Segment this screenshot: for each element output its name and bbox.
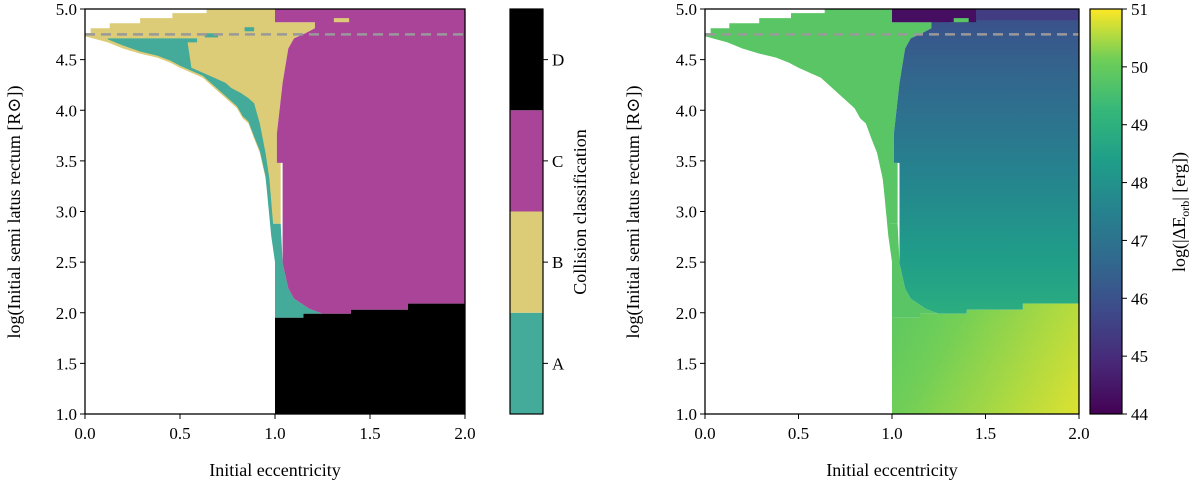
left-y-tick-label: 3.5 [56,152,77,171]
colorbar-tick-label: A [552,354,565,373]
left-x-axis-label: Initial eccentricity [209,460,340,480]
right-x-tick-label: 1.0 [881,424,902,443]
left-x-tick-label: 0.5 [169,424,190,443]
colorbar-tick-label: 47 [1131,231,1149,250]
right-y-tick-label: 2.5 [676,253,697,272]
left-y-tick-label: 4.5 [56,51,77,70]
energy-top-strip-high [976,9,1079,21]
colorbar-segment-A [510,312,543,414]
right-x-tick-label: 1.5 [975,424,996,443]
left-panel: 0.0 0.5 1.0 1.5 2.0 1.0 1.5 2.0 2.5 3.0 3.5 4.0 4.5 5… [56,0,565,443]
colorbar-tick-label: 46 [1131,289,1148,308]
colorbar-tick-label: 50 [1131,58,1148,77]
left-y-axis-label: log(Initial semi latus rectum [R⊙]) [4,85,25,338]
region-class-A [244,27,255,32]
left-y-tick-label: 3.0 [56,203,77,222]
left-y-tick-label: 2.0 [56,304,77,323]
region-class-B [333,18,350,23]
cbar-label-suffix: | [erg]) [1169,152,1190,201]
left-y-tick-label: 1.5 [56,354,77,373]
cbar-label-prefix: log(|ΔE [1169,217,1190,272]
colorbar-tick-label: 44 [1131,405,1149,424]
left-y-tick-label: 4.0 [56,101,77,120]
right-colorbar [1089,8,1123,415]
energy-region-class-D [892,303,1079,414]
right-panel: 0.0 0.5 1.0 1.5 2.0 1.0 1.5 2.0 2.5 3.0 3.5 4.0 4.5 5… [676,0,1149,443]
left-y-tick-label: 1.0 [56,405,77,424]
left-x-tick-label: 0.0 [74,424,95,443]
right-y-tick-label: 4.0 [676,101,697,120]
colorbar-tick-label: 48 [1131,174,1148,193]
colorbar-segment-D [510,9,543,111]
colorbar-tick-label: B [552,253,563,272]
left-y-tick-label: 2.5 [56,253,77,272]
right-colorbar-label: log(|ΔEorb| [erg]) [1169,152,1192,272]
right-y-tick-label: 1.0 [676,405,697,424]
left-x-tick-label: 2.0 [454,424,475,443]
energy-small-patch [953,18,969,23]
colorbar-segment-B [510,211,543,313]
right-y-tick-label: 2.0 [676,304,697,323]
region-class-D [275,303,465,414]
colorbar-tick-label: C [552,152,563,171]
right-y-tick-label: 3.0 [676,203,697,222]
right-y-tick-label: 5.0 [676,0,697,19]
region-class-C [275,9,465,314]
colorbar-tick-label: 45 [1131,347,1148,366]
left-colorbar-label: Collision classification [570,129,590,294]
cbar-label-sub: orb [1178,201,1192,217]
right-x-tick-label: 2.0 [1068,424,1089,443]
left-y-tick-label: 5.0 [56,0,77,19]
energy-region-class-C [892,9,1079,314]
right-y-axis-label: log(Initial semi latus rectum [R⊙]) [623,85,644,338]
right-y-tick-label: 3.5 [676,152,697,171]
left-x-tick-label: 1.5 [359,424,380,443]
energy-region-class-B [705,9,932,224]
left-x-tick-label: 1.0 [264,424,285,443]
region-class-B [85,9,315,224]
colorbar-tick-label: 49 [1131,116,1148,135]
left-colorbar-frame [509,8,544,415]
colorbar-tick-label: D [552,51,564,70]
energy-region-class-A [862,27,872,32]
right-x-tick-label: 0.0 [694,424,715,443]
colorbar-tick-label: 51 [1131,0,1148,19]
colorbar-segment-C [510,110,543,212]
right-y-tick-label: 1.5 [676,354,697,373]
right-x-axis-label: Initial eccentricity [826,460,957,480]
right-y-tick-label: 4.5 [676,51,697,70]
right-x-tick-label: 0.5 [788,424,809,443]
